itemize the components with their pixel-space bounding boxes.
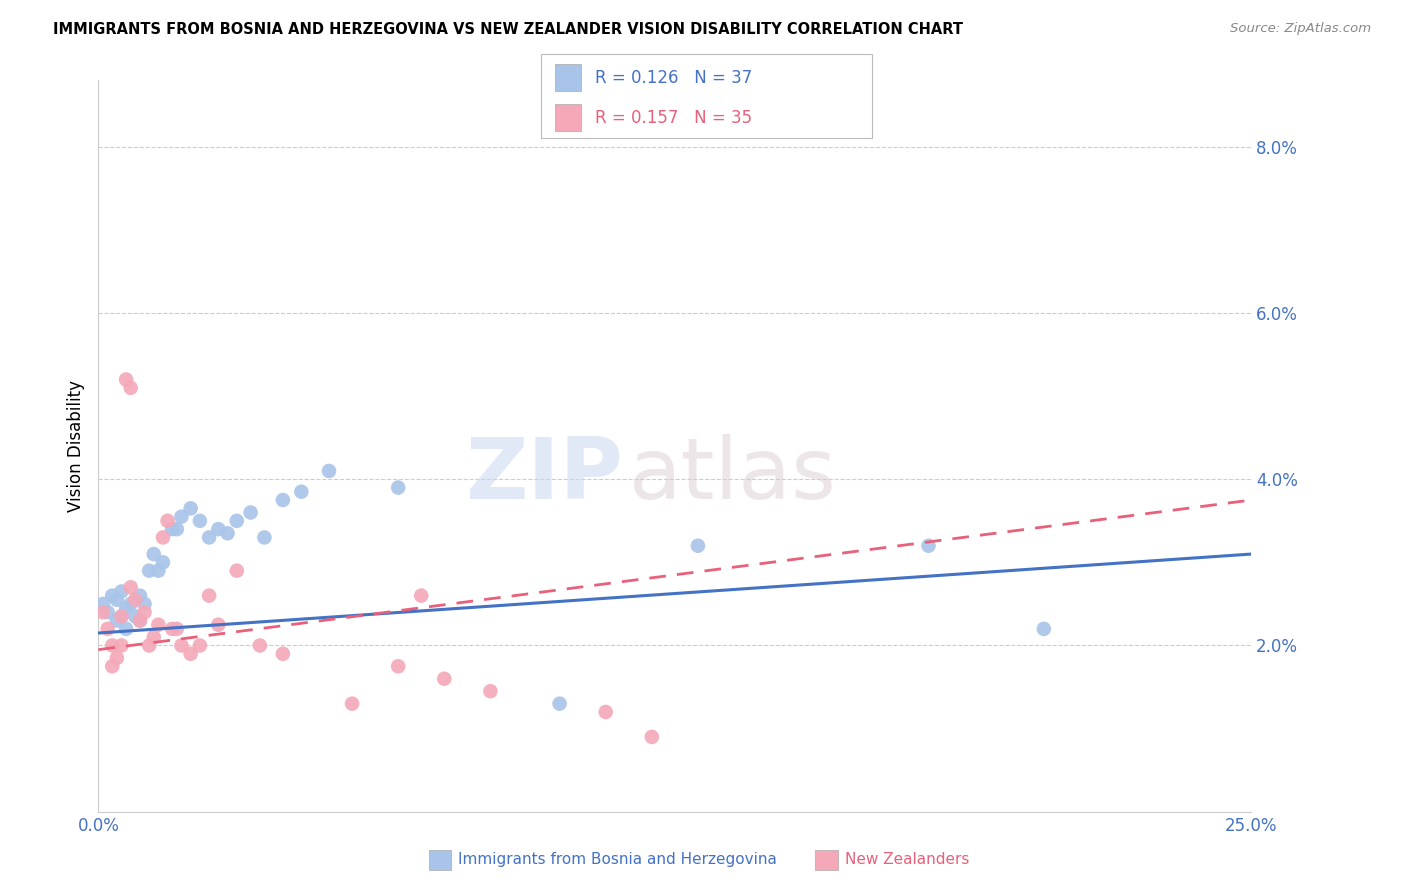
Text: R = 0.157   N = 35: R = 0.157 N = 35 [595,109,752,127]
Point [433,672,456,686]
Text: Immigrants from Bosnia and Herzegovina: Immigrants from Bosnia and Herzegovina [458,853,778,867]
Point [138,564,160,578]
Point [105,614,128,628]
Point [340,697,363,711]
Point [548,697,571,711]
Point [641,730,664,744]
Point [271,493,294,508]
Point [387,659,409,673]
Point [105,651,128,665]
Point [225,564,247,578]
Point [120,597,142,611]
Point [110,584,132,599]
Point [225,514,247,528]
Point [124,609,146,624]
Point [180,647,202,661]
Point [152,530,174,544]
Point [115,601,138,615]
Point [101,639,124,653]
Point [170,639,193,653]
Text: IMMIGRANTS FROM BOSNIA AND HERZEGOVINA VS NEW ZEALANDER VISION DISABILITY CORREL: IMMIGRANTS FROM BOSNIA AND HERZEGOVINA V… [53,22,963,37]
Text: atlas: atlas [628,434,837,516]
Point [142,547,165,561]
Point [160,522,183,536]
Point [142,630,165,644]
Point [239,506,262,520]
Point [91,597,114,611]
Point [595,705,617,719]
Point [1032,622,1054,636]
Text: Source: ZipAtlas.com: Source: ZipAtlas.com [1230,22,1371,36]
Y-axis label: Vision Disability: Vision Disability [66,380,84,512]
Point [217,526,239,541]
Point [120,580,142,594]
Point [411,589,433,603]
Point [249,639,271,653]
Point [105,592,128,607]
Point [148,564,170,578]
Point [166,622,188,636]
Text: R = 0.126   N = 37: R = 0.126 N = 37 [595,69,752,87]
Point [198,589,221,603]
Point [129,589,152,603]
Point [110,609,132,624]
Point [120,381,142,395]
Point [101,659,124,673]
Point [180,501,202,516]
Point [97,605,120,619]
Point [170,509,193,524]
Point [110,609,132,624]
Point [198,530,221,544]
Point [188,514,211,528]
Point [188,639,211,653]
Point [91,605,114,619]
Point [115,622,138,636]
Point [160,622,183,636]
Point [207,522,229,536]
Point [686,539,709,553]
Point [479,684,502,698]
Point [271,647,294,661]
Point [917,539,939,553]
Point [110,639,132,653]
Point [134,597,156,611]
Text: ZIP: ZIP [465,434,623,516]
Point [148,617,170,632]
Point [166,522,188,536]
Point [207,617,229,632]
Point [152,555,174,569]
Point [124,592,146,607]
Point [115,372,138,386]
Point [318,464,340,478]
Point [97,622,120,636]
Point [134,605,156,619]
Point [129,614,152,628]
Point [129,614,152,628]
Text: New Zealanders: New Zealanders [845,853,969,867]
Point [290,484,312,499]
Point [138,639,160,653]
Point [101,589,124,603]
Point [387,481,409,495]
Point [156,514,179,528]
Point [253,530,276,544]
